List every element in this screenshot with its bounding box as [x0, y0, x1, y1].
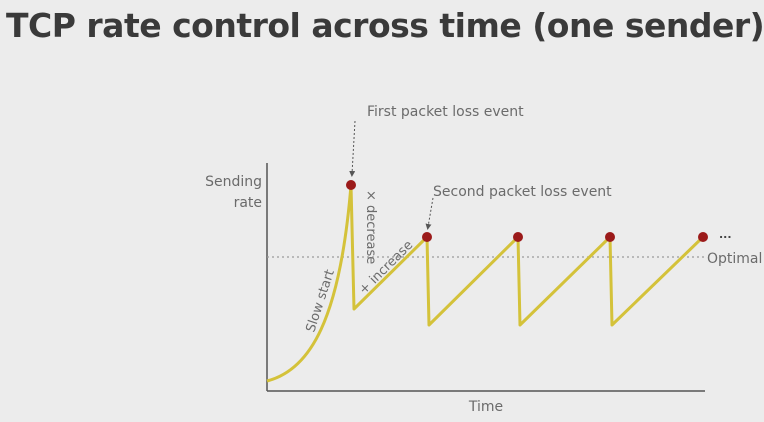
second-loss-arrow: [425, 197, 434, 230]
loss-marker-1: [346, 180, 356, 190]
first-loss-label: First packet loss event: [367, 104, 524, 120]
second-loss-label: Second packet loss event: [433, 184, 612, 200]
y-axis-label-line1: Sending: [205, 174, 262, 190]
first-loss-arrow: [349, 120, 356, 177]
optimal-label: Optimal: [707, 251, 762, 267]
y-axis-label-line2: rate: [234, 195, 262, 211]
slide-title: TCP rate control across time (one sender…: [6, 6, 764, 45]
continuation-ellipsis: ...: [719, 228, 732, 241]
rate-curve: [266, 183, 705, 383]
loss-marker-4: [605, 232, 615, 242]
loss-marker-3: [513, 232, 523, 242]
decrease-label: × decrease: [363, 190, 378, 264]
loss-marker-2: [422, 232, 432, 242]
loss-marker-5: [698, 232, 708, 242]
x-axis-label: Time: [468, 399, 503, 415]
